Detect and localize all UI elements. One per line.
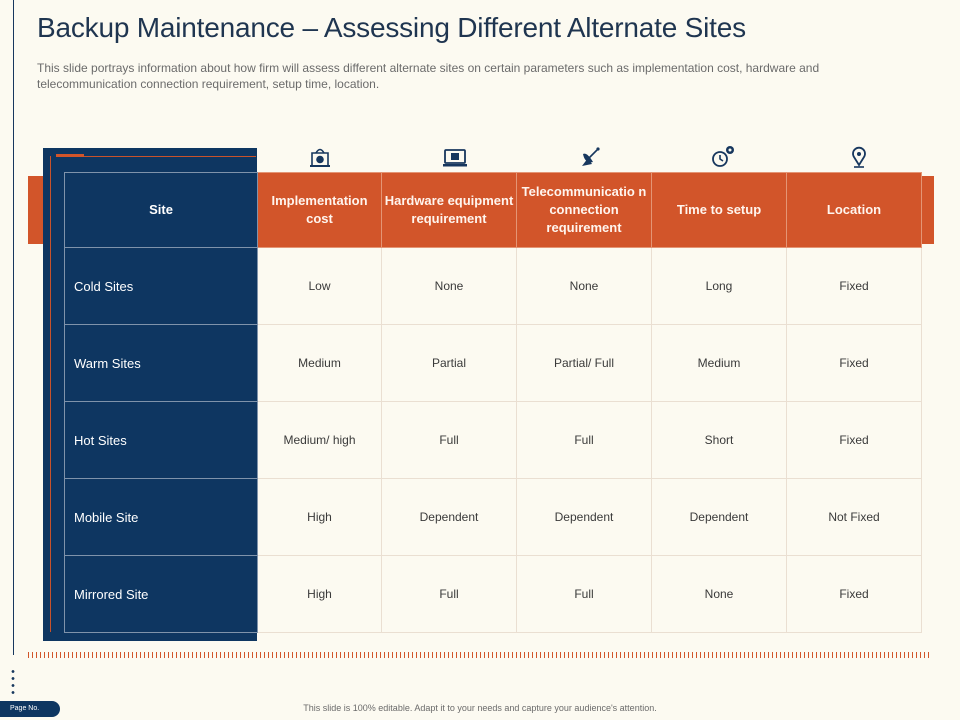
table-row: Warm Sites Medium Partial Partial/ Full … <box>64 324 922 402</box>
panel-accent-bar <box>56 154 84 157</box>
clock-gear-icon <box>711 144 737 170</box>
panel-accent-vertical <box>50 156 51 632</box>
money-bag-icon <box>307 144 333 170</box>
header-location: Location <box>786 172 922 248</box>
table-cell: Dependent <box>651 478 787 556</box>
page-number-tab: Page No. <box>0 701 60 717</box>
table-cell: Partial <box>381 324 517 402</box>
table-header-row: Site Implementation cost Hardware equipm… <box>64 172 922 248</box>
table-cell: None <box>651 555 787 633</box>
panel-accent-line <box>56 156 256 157</box>
header-site: Site <box>64 172 258 248</box>
site-name: Mirrored Site <box>64 555 258 633</box>
footer-note: This slide is 100% editable. Adapt it to… <box>303 703 657 713</box>
table-cell: Dependent <box>381 478 517 556</box>
table-cell: High <box>257 478 382 556</box>
table-cell: Full <box>516 401 652 479</box>
table-row: Mobile Site High Dependent Dependent Dep… <box>64 478 922 556</box>
table-cell: Medium <box>651 324 787 402</box>
table-cell: None <box>516 247 652 325</box>
page-title: Backup Maintenance – Assessing Different… <box>37 12 746 43</box>
table-cell: Fixed <box>786 555 922 633</box>
table-cell: Partial/ Full <box>516 324 652 402</box>
table-cell: Full <box>516 555 652 633</box>
table-cell: Short <box>651 401 787 479</box>
page-subtitle: This slide portrays information about ho… <box>37 61 820 91</box>
table-cell: High <box>257 555 382 633</box>
table-cell: Full <box>381 555 517 633</box>
table-cell: Medium <box>257 324 382 402</box>
table-cell: Full <box>381 401 517 479</box>
location-pin-icon <box>846 144 872 170</box>
table-cell: None <box>381 247 517 325</box>
table-row: Cold Sites Low None None Long Fixed <box>64 247 922 325</box>
table-cell: Medium/ high <box>257 401 382 479</box>
table-cell: Fixed <box>786 401 922 479</box>
site-name: Cold Sites <box>64 247 258 325</box>
table-cell: Dependent <box>516 478 652 556</box>
left-dots-decoration <box>11 668 15 696</box>
site-name: Warm Sites <box>64 324 258 402</box>
satellite-dish-icon <box>578 144 604 170</box>
left-vertical-rule <box>13 0 14 655</box>
alternate-sites-table: Site Implementation cost Hardware equipm… <box>64 172 922 633</box>
table-row: Hot Sites Medium/ high Full Full Short F… <box>64 401 922 479</box>
table-cell: Not Fixed <box>786 478 922 556</box>
table-cell: Fixed <box>786 247 922 325</box>
laptop-chip-icon <box>442 144 468 170</box>
table-cell: Long <box>651 247 787 325</box>
table-cell: Low <box>257 247 382 325</box>
dashed-divider <box>28 652 930 658</box>
site-name: Hot Sites <box>64 401 258 479</box>
table-row: Mirrored Site High Full Full None Fixed <box>64 555 922 633</box>
header-time-to-setup: Time to setup <box>651 172 787 248</box>
header-hardware-equipment: Hardware equipment requirement <box>381 172 517 248</box>
header-telecommunication: Telecommunicatio n connection requiremen… <box>516 172 652 248</box>
header-implementation-cost: Implementation cost <box>257 172 382 248</box>
site-name: Mobile Site <box>64 478 258 556</box>
table-cell: Fixed <box>786 324 922 402</box>
